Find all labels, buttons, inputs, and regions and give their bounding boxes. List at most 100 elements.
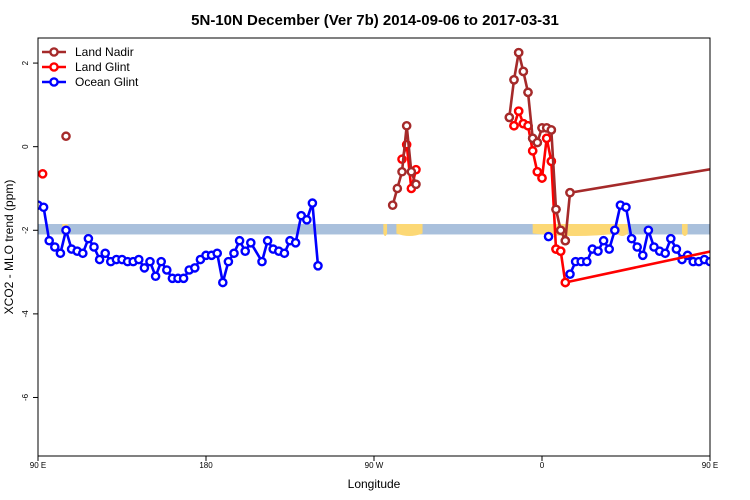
data-point [392,183,403,194]
data-point [632,242,643,252]
data-point [262,235,273,246]
series-ocean-glint [38,198,554,288]
data-point [234,235,245,246]
legend-label: Ocean Glint [75,75,139,89]
data-point [582,256,592,267]
data-point [593,246,603,256]
data-point [555,225,566,236]
legend-label: Land Glint [75,60,130,74]
data-point [555,246,566,256]
data-point [217,277,228,288]
x-tick-label: 180 [199,461,213,470]
data-point [397,166,407,177]
y-tick-label: 0 [21,144,30,149]
data-point [551,204,561,215]
x-axis: 90 E 180 90 W 0 90 E [30,456,718,470]
legend-label: Land Nadir [75,45,134,59]
plot-content [38,47,710,288]
data-point [83,233,94,244]
data-point [626,233,637,244]
land-mask-patch-1 [383,224,388,236]
data-point [518,66,529,77]
data-point [509,120,519,131]
y-tick-label: -2 [21,226,30,234]
legend-swatch-point [49,62,59,72]
data-point [55,248,66,259]
data-point [61,225,71,236]
data-point [560,277,571,288]
data-point [78,248,88,259]
data-point [38,169,48,179]
land-mask-patch-5 [682,224,688,236]
x-tick-label: 0 [540,461,545,470]
data-point [565,187,575,198]
data-point [537,173,547,183]
data-point [411,179,421,190]
y-tick-label: -4 [21,310,30,318]
data-point [401,120,412,131]
data-point [89,242,99,252]
data-point [279,248,290,259]
data-point [50,242,60,252]
data-point [189,263,200,273]
data-point [145,256,155,267]
land-mask-patch-4 [616,224,628,236]
data-point [156,256,166,267]
x-tick-label: 90 W [365,461,384,470]
data-point [527,146,538,156]
data-point [638,250,648,261]
data-point [94,254,105,265]
y-axis-label: XCO2 - MLO trend (ppm) [2,180,16,315]
data-point [560,235,571,246]
data-point [546,125,557,135]
data-point [161,265,172,275]
plot-area [38,47,710,288]
data-point [543,231,554,242]
data-point [565,269,575,279]
data-point [313,261,323,271]
data-point [523,87,533,98]
data-point [44,235,55,246]
x-axis-label: Longitude [348,477,401,491]
data-point [541,133,552,144]
y-axis: 2 0 -2 -4 -6 [21,60,38,401]
data-point [301,215,312,225]
data-point [671,244,682,254]
legend-swatch-point [49,47,59,57]
data-point [38,202,49,213]
x-tick-label: 90 E [702,461,718,470]
data-point [513,106,524,116]
data-point [621,202,631,213]
data-point [240,246,250,256]
data-point [100,248,110,259]
data-point [504,112,515,123]
y-tick-label: -6 [21,393,30,401]
data-point [229,248,239,259]
data-point [598,235,609,246]
data-point [643,225,654,236]
data-point [257,256,267,267]
data-point [406,166,417,177]
y-tick-label: 2 [21,60,30,65]
chart-title: 5N-10N December (Ver 7b) 2014-09-06 to 2… [191,12,559,29]
data-point [604,244,615,254]
data-point [513,47,524,58]
data-point [660,248,671,259]
land-mask-patch-2 [396,224,423,236]
data-point [307,198,318,208]
data-point [223,256,234,267]
data-point [245,238,256,248]
data-point [150,271,161,282]
data-point [290,238,301,248]
data-point [610,225,620,236]
data-point [705,256,710,267]
data-point [666,233,676,244]
data-point [212,248,222,259]
data-point [532,137,543,148]
data-point [387,200,398,210]
data-point [532,166,543,177]
data-point [61,131,71,142]
